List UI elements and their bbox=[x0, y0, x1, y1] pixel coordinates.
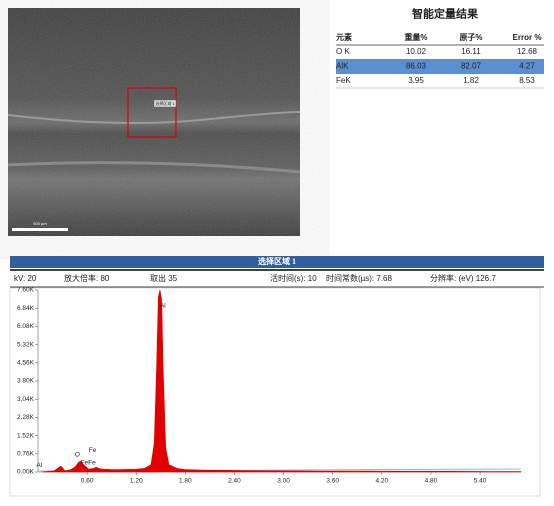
y-tick-label: 3.04K bbox=[17, 396, 35, 403]
table-cell: 86.03 bbox=[406, 62, 427, 71]
selection-box bbox=[127, 87, 177, 138]
table-cell: 16.11 bbox=[461, 47, 481, 56]
x-tick-label: 4.80 bbox=[425, 478, 438, 485]
y-tick-label: 0.00K bbox=[17, 469, 35, 476]
peak-label: O bbox=[75, 452, 80, 459]
table-header: 原子% bbox=[459, 33, 482, 42]
spectrum-bar bbox=[10, 256, 544, 268]
y-tick-label: 0.76K bbox=[17, 451, 35, 458]
table-cell: 4.27 bbox=[519, 62, 535, 71]
y-tick-label: 7.60K bbox=[17, 287, 35, 294]
acquisition-info: 活时间(s): 10 bbox=[270, 273, 317, 283]
region-label: 选择区域 1 bbox=[155, 100, 175, 106]
spectrum-title: 选择区域 1 bbox=[258, 256, 296, 266]
table-cell: FeK bbox=[336, 76, 351, 85]
y-tick-label: 4.56K bbox=[17, 360, 35, 367]
table-cell: 10.02 bbox=[406, 47, 427, 56]
y-tick-label: 1.52K bbox=[17, 432, 35, 439]
acquisition-info: 取出 35 bbox=[150, 273, 178, 283]
table-title: 智能定量结果 bbox=[412, 7, 478, 21]
x-tick-label: 1.20 bbox=[130, 478, 143, 485]
acquisition-info: kV: 20 bbox=[14, 274, 37, 283]
x-tick-label: 0.60 bbox=[81, 478, 94, 485]
x-tick-label: 2.40 bbox=[228, 478, 241, 485]
table-header: Error % bbox=[513, 33, 542, 42]
table-cell: 3.95 bbox=[408, 76, 424, 85]
table-cell: 82.07 bbox=[461, 62, 482, 71]
table-cell: AlK bbox=[336, 62, 349, 71]
peak-label: Al bbox=[160, 302, 166, 309]
x-tick-label: 3.00 bbox=[277, 478, 290, 485]
x-tick-label: 3.60 bbox=[326, 478, 339, 485]
results-table bbox=[336, 44, 544, 89]
table-header: 元素 bbox=[336, 32, 352, 42]
peak-label: Fe bbox=[89, 447, 97, 454]
y-tick-label: 2.28K bbox=[17, 414, 35, 421]
y-tick-label: 3.80K bbox=[17, 378, 35, 385]
acquisition-info: 分辨率: (eV) 126.7 bbox=[430, 273, 496, 283]
x-tick-label: 1.80 bbox=[179, 478, 192, 485]
table-cell: 8.53 bbox=[519, 76, 535, 85]
acquisition-info: 放大倍率: 80 bbox=[64, 273, 110, 283]
table-cell: 1.82 bbox=[463, 76, 479, 85]
y-tick-label: 5.32K bbox=[17, 341, 35, 348]
x-tick-label: 4.20 bbox=[376, 478, 389, 485]
x-tick-label: 5.40 bbox=[474, 478, 487, 485]
y-tick-label: 6.84K bbox=[17, 305, 35, 312]
acquisition-info: 时间常数(µs): 7.68 bbox=[326, 273, 393, 283]
scale-bar-label: 500 µm bbox=[33, 221, 47, 226]
peak-label: FeFe bbox=[81, 460, 97, 467]
table-header: 重量% bbox=[404, 32, 427, 42]
peak-label: Al bbox=[36, 462, 42, 469]
table-cell: O K bbox=[336, 47, 350, 56]
sem-image: 选择区域 1 500 µm bbox=[7, 8, 301, 236]
spectrum bbox=[42, 289, 522, 473]
y-tick-label: 6.08K bbox=[17, 323, 35, 330]
table-cell: 12.68 bbox=[517, 47, 538, 56]
